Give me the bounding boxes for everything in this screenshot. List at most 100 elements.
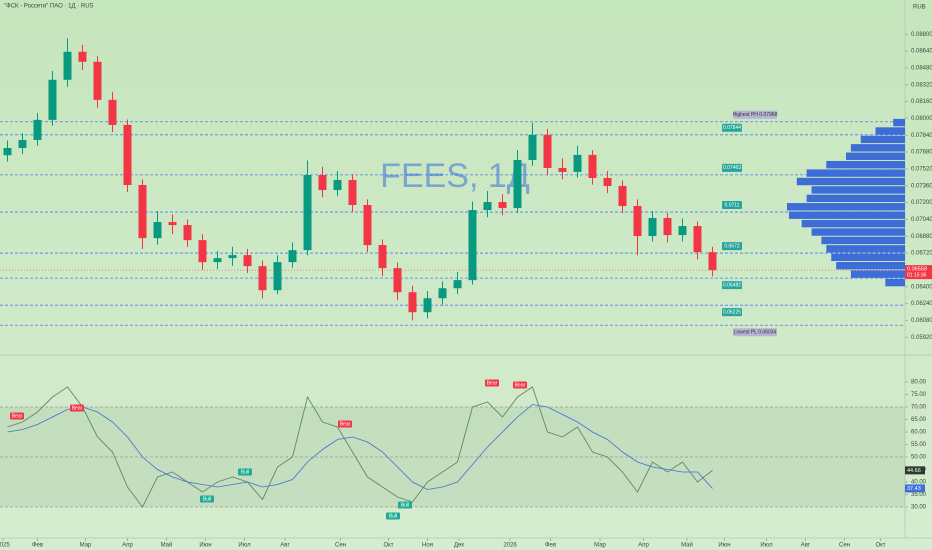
x-tick-label: Авг <box>801 543 811 549</box>
y-tick-label: 0.06880 <box>911 234 932 240</box>
y-tick-label: 35.00 <box>911 492 927 498</box>
candle-body <box>168 222 177 226</box>
y-tick-label: 70.00 <box>911 405 927 411</box>
y-tick-label: 0.08480 <box>911 65 932 71</box>
candle-body <box>333 179 342 191</box>
bull-label-box <box>398 501 412 509</box>
candle-body <box>318 175 327 191</box>
currency: RUB <box>913 5 926 11</box>
last-price: 0.06558 <box>907 267 927 273</box>
bull-label: Bull <box>203 496 211 502</box>
y-tick-label: 0.06240 <box>911 301 932 307</box>
bull-label: Bull <box>241 469 249 475</box>
y-tick-label: 60.00 <box>911 430 927 436</box>
countdown: 01:15:36 <box>907 272 927 278</box>
x-tick-label: Фев <box>545 543 556 549</box>
volume-profile-bar <box>788 211 905 219</box>
x-tick-label: 2025 <box>0 543 10 549</box>
level-label-box <box>733 328 777 337</box>
level-label: Lowest PL 0.06034 <box>734 330 777 336</box>
x-tick-label: Мар <box>594 543 606 549</box>
volume-profile-bar <box>811 186 905 194</box>
bear-label-box <box>485 379 499 387</box>
last-price-box <box>905 265 932 280</box>
x-tick-label: Фев <box>32 543 43 549</box>
x-tick-label: Мар <box>80 543 92 549</box>
y-tick-label: 0.06400 <box>911 284 932 290</box>
bear-label: Bear <box>72 405 83 411</box>
candle-body <box>498 202 507 209</box>
candle-body <box>3 147 12 156</box>
candle-body <box>558 167 567 172</box>
y-tick-label: 65.00 <box>911 417 927 423</box>
candle-body <box>393 268 402 293</box>
candle-body <box>618 185 627 207</box>
level-label: Highest PH 0.07968 <box>733 112 778 118</box>
candle-body <box>708 252 717 271</box>
volume-profile-bar <box>860 135 905 144</box>
candle-body <box>438 288 447 299</box>
candle-body <box>513 159 522 209</box>
x-tick-label: Май <box>681 542 693 549</box>
candle-body <box>483 202 492 211</box>
y-tick-label: 0.05920 <box>911 335 932 341</box>
x-tick-label: Июн <box>718 543 730 549</box>
y-tick-label: 0.07840 <box>911 133 932 139</box>
candle-body <box>348 179 357 205</box>
x-tick-label: Апр <box>638 543 649 549</box>
y-tick-label: 0.08320 <box>911 82 932 88</box>
candle-body <box>18 139 27 148</box>
y-tick-label: 0.07360 <box>911 183 932 189</box>
volume-profile-bar <box>811 228 905 236</box>
x-tick-label: Сен <box>335 543 346 549</box>
x-tick-label: Ноя <box>422 543 433 549</box>
y-tick-label: 0.08640 <box>911 49 932 55</box>
candle-body <box>33 119 42 140</box>
candle-body <box>588 154 597 178</box>
x-tick-label: Окт <box>875 543 885 549</box>
candle-body <box>243 255 252 267</box>
level-label: 0.07463 <box>723 165 741 171</box>
level-label-box <box>722 163 742 172</box>
volume-profile-bar <box>845 152 905 160</box>
y-tick-label: 0.08000 <box>911 116 932 122</box>
bear-label: Bear <box>12 413 23 419</box>
x-tick-label: Дек <box>454 543 464 549</box>
candle-body <box>138 184 147 239</box>
candle-body <box>423 298 432 313</box>
bull-label-box <box>238 468 252 476</box>
volume-profile-bar <box>821 236 905 245</box>
bear-label: Bear <box>340 421 351 427</box>
candle-body <box>453 280 462 289</box>
bear-label: Bear <box>487 380 498 386</box>
candle-body <box>63 51 72 80</box>
bear-label-box <box>338 420 352 428</box>
level-label-box <box>733 110 777 119</box>
rsi-value-box <box>905 484 925 493</box>
candle-body <box>663 218 672 236</box>
x-tick-label: Апр <box>122 543 133 549</box>
level-label-box <box>722 242 742 251</box>
candle-body <box>198 240 207 263</box>
volume-profile-bar <box>806 169 905 177</box>
bull-label: Bull <box>389 513 397 519</box>
y-tick-label: 75.00 <box>911 392 927 398</box>
x-tick-label: Июл <box>760 543 773 549</box>
y-tick-label: 0.07520 <box>911 166 932 172</box>
y-tick-label: 0.08800 <box>911 32 932 38</box>
x-tick-label: Июл <box>238 543 251 549</box>
y-tick-label: 0.07040 <box>911 217 932 223</box>
candle-body <box>678 226 687 236</box>
candle-body <box>213 258 222 263</box>
y-tick-label: 50.00 <box>911 455 927 461</box>
x-tick-label: Июн <box>199 543 211 549</box>
bear-label-box <box>10 412 24 420</box>
y-tick-label: 0.06720 <box>911 251 932 257</box>
candle-body <box>153 222 162 239</box>
candle-body <box>528 134 537 160</box>
y-tick-label: 0.06080 <box>911 318 932 324</box>
candle-body <box>363 204 372 246</box>
volume-profile-bar <box>875 127 905 135</box>
